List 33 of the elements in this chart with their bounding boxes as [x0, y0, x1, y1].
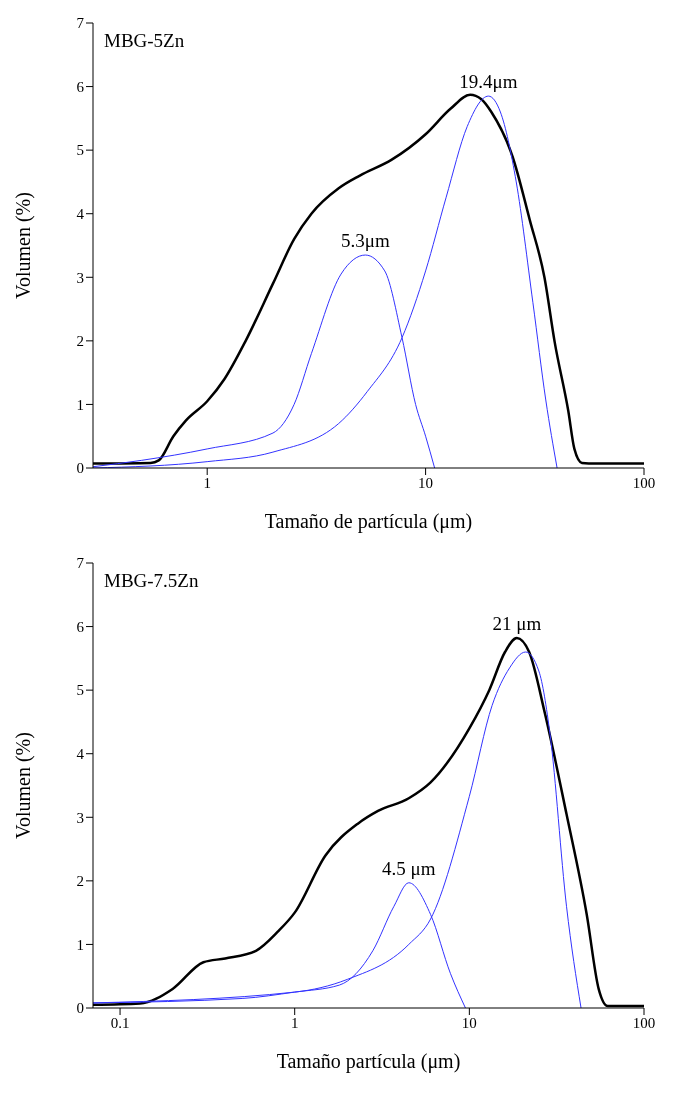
y-tick-label: 2	[76, 333, 84, 350]
x-tick-label: 10	[418, 474, 434, 491]
x-tick-label: 0.1	[110, 1014, 130, 1031]
y-tick-label: 4	[76, 746, 85, 763]
y-tick-label: 3	[76, 269, 84, 286]
x-tick-label: 1	[290, 1014, 299, 1031]
y-tick-label: 7	[76, 555, 85, 572]
y-tick-label: 1	[76, 396, 84, 413]
y-axis-title: Volumen (%)	[12, 192, 36, 299]
annotation: 4.5 μm	[382, 857, 436, 879]
x-tick-label: 100	[632, 474, 656, 491]
y-tick-label: 1	[76, 936, 84, 953]
y-tick-label: 7	[76, 15, 85, 32]
y-tick-label: 5	[76, 142, 84, 159]
y-tick-label: 5	[76, 682, 84, 699]
x-tick-label: 1	[203, 474, 211, 491]
x-axis-title: Tamaño partícula (μm)	[276, 1050, 461, 1073]
y-tick-label: 6	[76, 78, 85, 95]
chart-title: MBG-7.5Zn	[104, 570, 199, 592]
annotation: 19.4μm	[459, 71, 518, 93]
x-tick-label: 10	[461, 1014, 477, 1031]
x-tick-label: 100	[632, 1014, 656, 1031]
chart-title: MBG-5Zn	[104, 30, 185, 52]
x-axis-title: Tamaño de partícula (μm)	[264, 510, 473, 533]
annotation: 21 μm	[492, 613, 542, 635]
y-tick-label: 6	[76, 618, 85, 635]
y-tick-label: 0	[76, 460, 84, 477]
y-tick-label: 2	[76, 873, 84, 890]
y-axis-title: Volumen (%)	[12, 732, 36, 839]
y-tick-label: 4	[76, 206, 85, 223]
y-tick-label: 0	[76, 1000, 84, 1017]
annotation: 5.3μm	[341, 230, 390, 252]
y-tick-label: 3	[76, 809, 84, 826]
